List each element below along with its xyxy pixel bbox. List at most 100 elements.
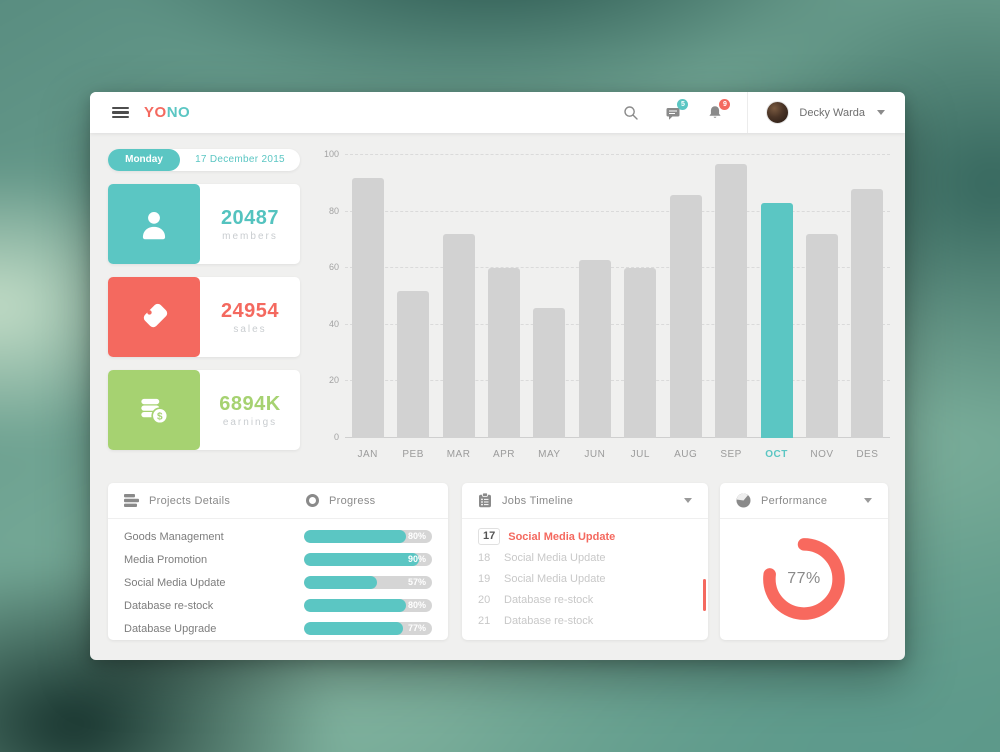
job-title: Database re-stock xyxy=(504,614,594,627)
ytick-label-100: 100 xyxy=(323,149,339,159)
job-row-18[interactable]: 18 Social Media Update xyxy=(478,547,692,568)
date-text: 17 December 2015 xyxy=(195,154,285,165)
performance-panel-header: Performance xyxy=(720,483,888,519)
messages-icon[interactable]: 5 xyxy=(663,98,689,123)
jobs-timeline-panel: Jobs Timeline 17 Social Media Update 18 Soc… xyxy=(462,483,708,640)
user-avatar[interactable] xyxy=(766,101,790,124)
notifications-badge: 9 xyxy=(719,98,731,110)
bar-mar[interactable] xyxy=(442,234,475,438)
jobs-dropdown-chevron-icon[interactable] xyxy=(684,498,692,503)
progress-bar: 80% xyxy=(304,530,432,543)
bar-column-may[interactable]: MAY xyxy=(527,155,572,460)
progress-percent: 77% xyxy=(407,623,426,633)
progress-bar: 77% xyxy=(304,622,432,635)
bar-nov[interactable] xyxy=(805,234,838,438)
job-title: Social Media Update xyxy=(508,530,616,543)
bar-column-jan[interactable]: JAN xyxy=(345,155,390,460)
month-label-des: DES xyxy=(856,449,879,460)
bar-column-oct[interactable]: OCT xyxy=(754,155,799,460)
bar-column-jun[interactable]: JUN xyxy=(572,155,617,460)
tag-icon xyxy=(108,277,200,357)
progress-fill xyxy=(304,553,420,566)
progress-percent: 80% xyxy=(407,531,426,541)
sales-stat-card: 24954 sales xyxy=(108,277,300,357)
user-name[interactable]: Decky Warda xyxy=(799,106,865,119)
job-row-17[interactable]: 17 Social Media Update xyxy=(478,526,692,547)
jobs-list: 17 Social Media Update 18 Social Media Upda… xyxy=(462,519,708,631)
month-label-may: MAY xyxy=(538,449,561,460)
search-icon[interactable] xyxy=(621,103,641,123)
jobs-panel-title: Jobs Timeline xyxy=(502,494,574,507)
bar-column-jul[interactable]: JUL xyxy=(618,155,663,460)
dashboard-content: Monday 17 December 2015 20487 members 24… xyxy=(90,133,905,660)
sales-value: 24954 xyxy=(220,299,280,322)
job-row-19[interactable]: 19 Social Media Update xyxy=(478,568,692,589)
logo-part1: YO xyxy=(144,104,167,121)
list-icon xyxy=(124,494,139,507)
job-day: 21 xyxy=(478,614,491,627)
bar-sep[interactable] xyxy=(715,163,748,438)
projects-panel-header: Projects Details Progress xyxy=(108,483,448,519)
pie-chart-icon xyxy=(736,493,751,508)
logo-part2: NO xyxy=(166,104,191,121)
bar-column-des[interactable]: DES xyxy=(845,155,890,460)
left-column: Monday 17 December 2015 20487 members 24… xyxy=(108,149,300,450)
bar-peb[interactable] xyxy=(397,290,430,438)
progress-bar: 57% xyxy=(304,576,432,589)
gridline-20: 20 xyxy=(329,375,890,385)
progress-fill xyxy=(304,530,407,543)
month-label-oct: OCT xyxy=(765,449,788,460)
bar-aug[interactable] xyxy=(669,194,702,438)
hamburger-menu-icon[interactable] xyxy=(112,106,129,119)
job-row-21[interactable]: 21 Database re-stock xyxy=(478,610,692,631)
app-logo[interactable]: YONO xyxy=(144,104,190,121)
user-menu-chevron-down-icon[interactable] xyxy=(877,110,885,115)
bar-des[interactable] xyxy=(851,188,884,438)
topbar-divider xyxy=(747,92,749,133)
clipboard-icon xyxy=(478,493,492,508)
bar-may[interactable] xyxy=(533,307,566,438)
members-stat-card: 20487 members xyxy=(108,184,300,264)
month-label-sep: SEP xyxy=(720,449,742,460)
bar-jun[interactable] xyxy=(578,259,611,438)
bar-jan[interactable] xyxy=(351,177,384,438)
bar-oct[interactable] xyxy=(760,203,793,438)
performance-dropdown-chevron-icon[interactable] xyxy=(864,498,872,503)
ytick-label-40: 40 xyxy=(328,318,339,329)
user-icon xyxy=(108,184,200,264)
progress-percent: 57% xyxy=(407,577,426,587)
ytick-label-80: 80 xyxy=(328,205,339,216)
members-label: members xyxy=(222,230,278,242)
messages-badge: 5 xyxy=(677,98,689,110)
jobs-scrollbar[interactable] xyxy=(703,579,706,611)
bar-column-apr[interactable]: APR xyxy=(481,155,526,460)
job-day: 18 xyxy=(478,551,491,564)
bar-column-aug[interactable]: AUG xyxy=(663,155,708,460)
performance-panel: Performance 77% xyxy=(720,483,888,640)
progress-percent: 90% xyxy=(407,554,426,564)
ytick-label-20: 20 xyxy=(328,375,339,386)
bar-column-mar[interactable]: MAR xyxy=(436,155,481,460)
bar-column-peb[interactable]: PEB xyxy=(390,155,435,460)
svg-text:$: $ xyxy=(157,412,163,423)
project-row: Social Media Update 57% xyxy=(124,571,432,594)
job-day: 20 xyxy=(478,593,491,606)
jobs-panel-header: Jobs Timeline xyxy=(462,483,708,519)
bar-apr[interactable] xyxy=(487,268,520,438)
earnings-stat-card: $ 6894K earnings xyxy=(108,370,300,450)
bar-column-nov[interactable]: NOV xyxy=(799,155,844,460)
job-row-20[interactable]: 20 Database re-stock xyxy=(478,589,692,610)
month-label-jan: JAN xyxy=(357,449,378,460)
gridline-60: 60 xyxy=(329,262,890,272)
projects-list: Goods Management 80% Media Promotion 90% Soc… xyxy=(108,519,448,640)
notifications-bell-icon[interactable]: 9 xyxy=(705,98,731,123)
bar-jul[interactable] xyxy=(624,268,657,438)
progress-percent: 80% xyxy=(407,600,426,610)
performance-donut: 77% xyxy=(754,529,854,629)
job-day: 17 xyxy=(478,528,501,545)
ytick-label-60: 60 xyxy=(328,262,339,273)
sales-label: sales xyxy=(233,323,267,335)
project-row: Goods Management 80% xyxy=(124,525,432,548)
progress-fill xyxy=(304,576,377,589)
bar-column-sep[interactable]: SEP xyxy=(708,155,753,460)
